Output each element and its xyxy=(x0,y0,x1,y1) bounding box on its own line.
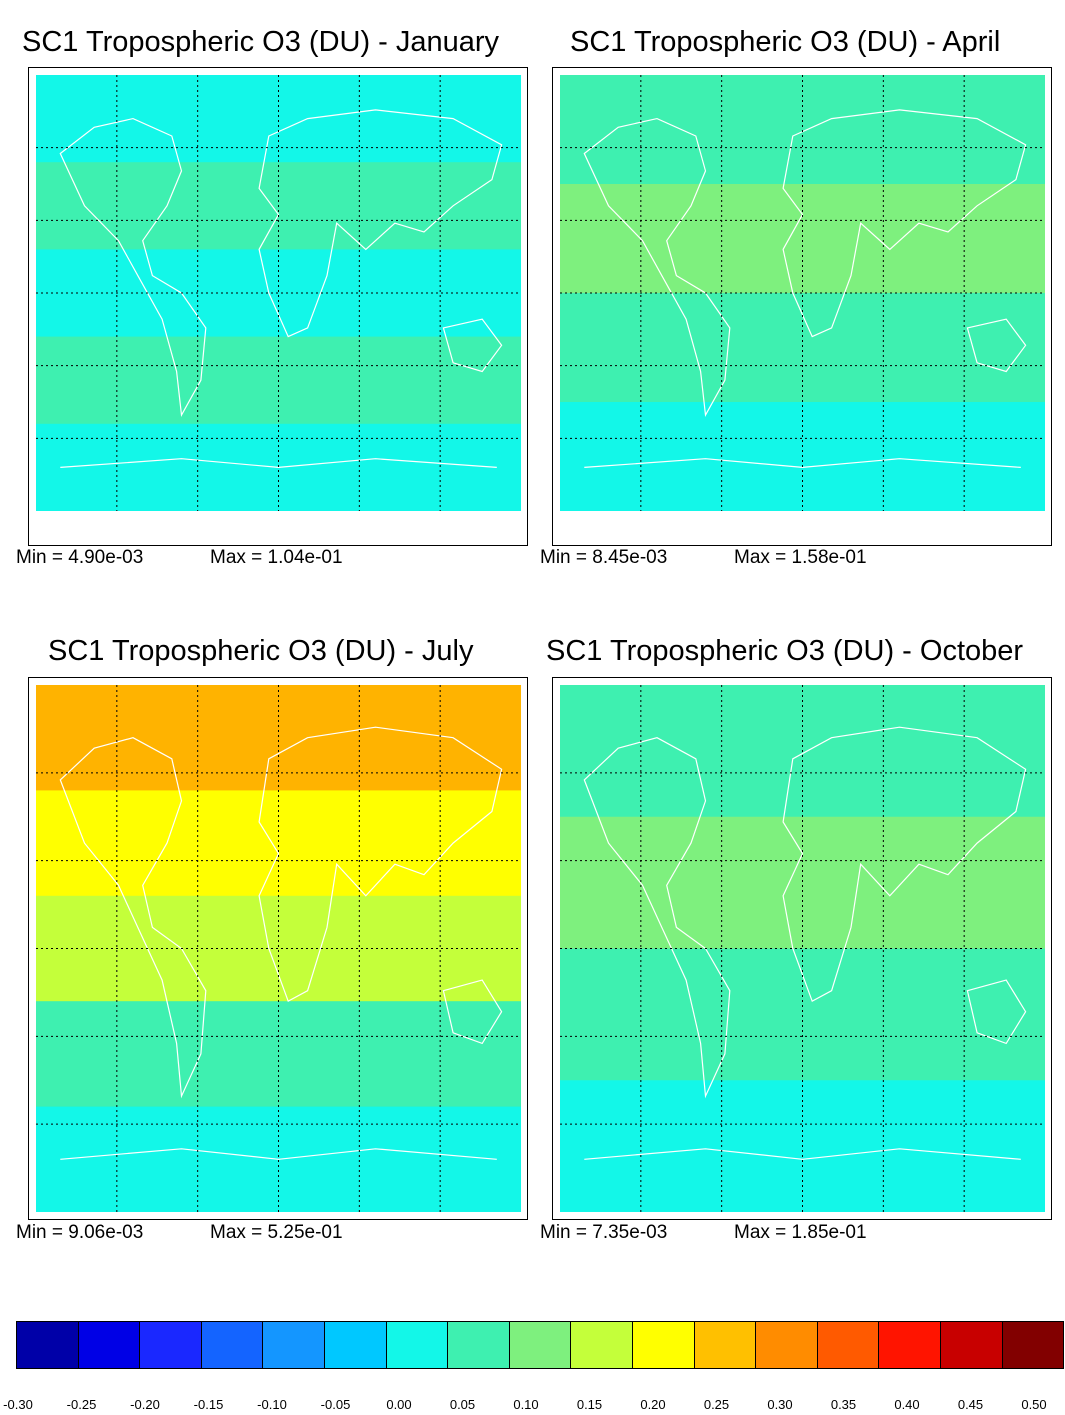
colorbar-tick-label: 0.35 xyxy=(830,1397,857,1412)
map-canvas xyxy=(36,685,521,1212)
min-value-april: Min = 8.45e-03 xyxy=(540,547,668,568)
colorbar-tick-label: 0.10 xyxy=(513,1397,539,1412)
colorbar-swatch xyxy=(448,1322,510,1368)
colorbar-swatch xyxy=(879,1322,941,1368)
coastline xyxy=(583,117,731,418)
colorbar-tick-label: 0.40 xyxy=(894,1397,920,1412)
min-value-october: Min = 7.35e-03 xyxy=(540,1222,668,1243)
colorbar-swatch xyxy=(817,1322,880,1368)
min-value-july: Min = 9.06e-03 xyxy=(16,1222,144,1243)
colorbar-swatch xyxy=(940,1322,1003,1368)
colorbar-swatch xyxy=(201,1322,264,1368)
coastline xyxy=(258,726,503,1003)
map-canvas xyxy=(36,75,521,511)
value-band xyxy=(36,790,521,897)
panel-title-april: SC1 Tropospheric O3 (DU) - April xyxy=(570,26,1001,58)
colorbar-swatch xyxy=(78,1322,141,1368)
colorbar-swatch xyxy=(632,1322,695,1368)
colorbar-tick-label: -0.20 xyxy=(130,1397,160,1412)
panel-title-july: SC1 Tropospheric O3 (DU) - July xyxy=(48,635,474,667)
map-frame-july xyxy=(28,677,528,1220)
map-frame-april xyxy=(552,67,1052,546)
coastline xyxy=(60,1148,497,1160)
max-value-july: Max = 5.25e-01 xyxy=(210,1222,343,1243)
colorbar-tick-label: 0.00 xyxy=(386,1397,412,1412)
coastline xyxy=(966,318,1027,373)
panel-title-january: SC1 Tropospheric O3 (DU) - January xyxy=(22,26,500,58)
colorbar-tick-label: -0.10 xyxy=(257,1397,287,1412)
map-canvas xyxy=(560,685,1045,1212)
min-value-january: Min = 4.90e-03 xyxy=(16,547,144,568)
coastline xyxy=(59,737,207,1099)
colorbar-swatch xyxy=(140,1322,202,1368)
coastline xyxy=(442,979,503,1045)
colorbar-swatch xyxy=(386,1322,449,1368)
map-canvas xyxy=(560,75,1045,511)
colorbar-tick-label: 0.30 xyxy=(767,1397,793,1412)
map-july xyxy=(36,685,521,1212)
map-january xyxy=(36,75,521,511)
colorbar-tick-label: 0.05 xyxy=(449,1397,476,1412)
max-value-october: Max = 1.85e-01 xyxy=(734,1222,867,1243)
colorbar-swatch xyxy=(324,1322,387,1368)
value-band xyxy=(36,249,521,338)
colorbar-ticks: -0.30 -0.25 -0.20 -0.15 -0.10 -0.05 0.00 0.05 0.… xyxy=(0,1397,1065,1415)
coastline xyxy=(584,458,1021,469)
max-value-january: Max = 1.04e-01 xyxy=(210,547,343,568)
panel-title-october: SC1 Tropospheric O3 (DU) - October xyxy=(546,635,1024,667)
max-value-april: Max = 1.58e-01 xyxy=(734,547,867,568)
value-band xyxy=(36,1001,521,1108)
colorbar-tick-label: -0.05 xyxy=(320,1397,351,1412)
colorbar-tick-label: 0.45 xyxy=(957,1397,984,1412)
map-october xyxy=(560,685,1045,1212)
colorbar-tick-label: 0.50 xyxy=(1021,1397,1047,1412)
colorbar-swatch xyxy=(17,1322,79,1368)
coastline xyxy=(782,726,1027,1003)
colorbar-swatch xyxy=(756,1322,818,1368)
value-band xyxy=(36,75,521,164)
colorbar-tick-label: -0.15 xyxy=(193,1397,224,1412)
colorbar-tick-label: 0.20 xyxy=(640,1397,666,1412)
colorbar-tick-label: -0.25 xyxy=(66,1397,97,1412)
colorbar-tick-label: -0.30 xyxy=(3,1397,33,1412)
map-frame-october xyxy=(552,677,1052,1220)
colorbar-swatch xyxy=(1002,1322,1064,1368)
colorbar-tick-label: 0.15 xyxy=(576,1397,603,1412)
colorbar-tick-label: 0.25 xyxy=(703,1397,730,1412)
colorbar xyxy=(16,1321,1064,1369)
coastline xyxy=(258,109,503,338)
map-april xyxy=(560,75,1045,511)
coastline xyxy=(782,109,1027,338)
coastline xyxy=(59,117,207,418)
coastline xyxy=(583,737,731,1099)
coastline xyxy=(584,1148,1021,1160)
colorbar-swatch xyxy=(571,1322,633,1368)
colorbar-swatch xyxy=(509,1322,572,1368)
colorbar-swatch xyxy=(263,1322,325,1368)
coastline xyxy=(966,979,1027,1045)
map-frame-january xyxy=(28,67,528,546)
coastline xyxy=(60,458,497,469)
colorbar-swatch xyxy=(694,1322,757,1368)
value-band xyxy=(36,685,521,792)
coastline xyxy=(442,318,503,373)
